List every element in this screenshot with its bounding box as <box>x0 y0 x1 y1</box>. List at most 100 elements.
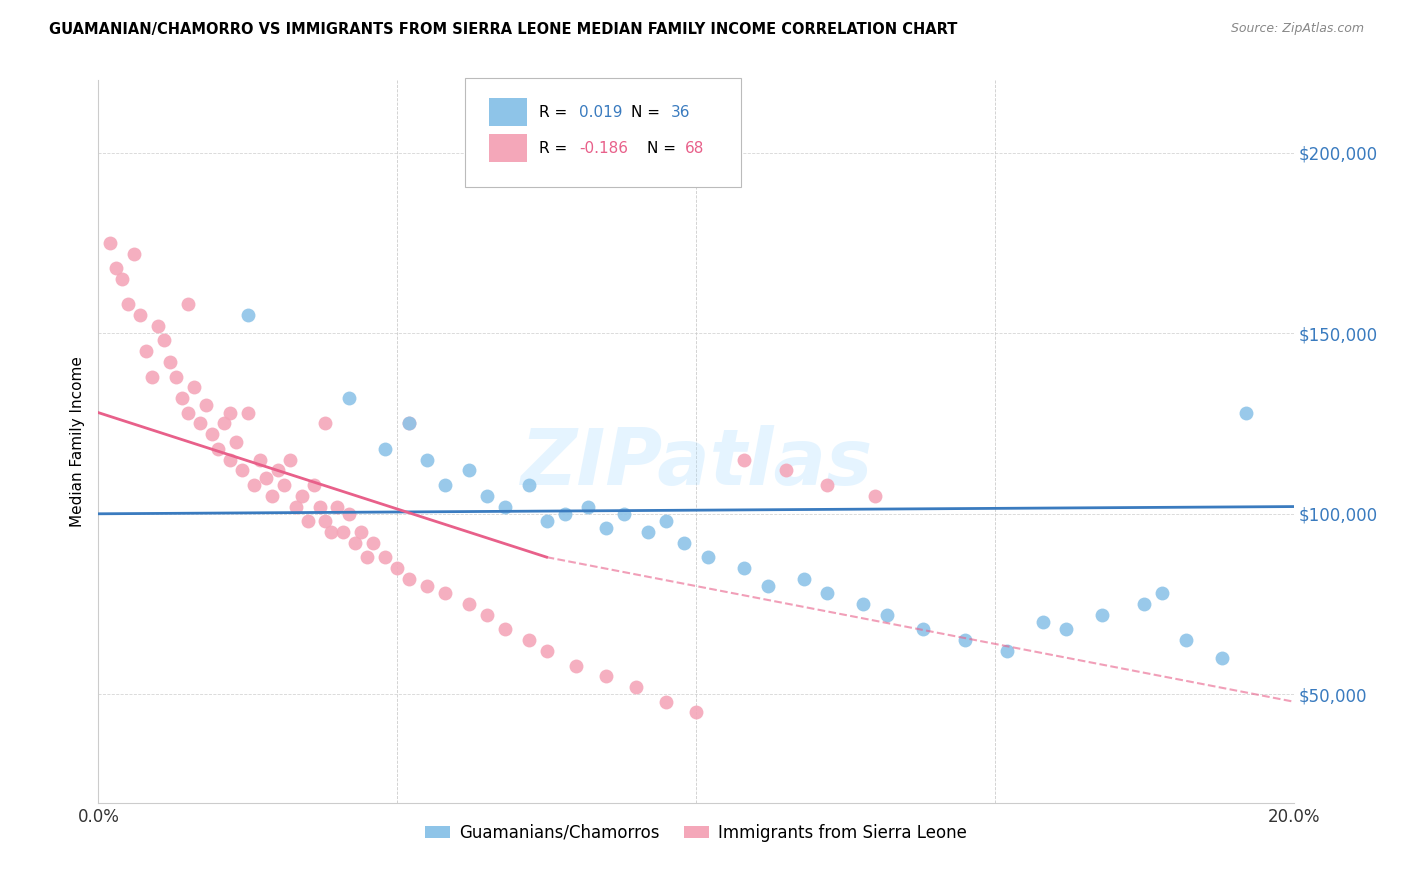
Point <box>153 334 176 348</box>
Point <box>637 524 659 539</box>
Point <box>117 297 139 311</box>
Point <box>1152 586 1174 600</box>
Point <box>494 623 516 637</box>
Point <box>458 597 481 611</box>
FancyBboxPatch shape <box>465 78 741 187</box>
Point <box>297 514 319 528</box>
Point <box>159 355 181 369</box>
Point <box>195 398 218 412</box>
Point <box>350 524 373 539</box>
Point <box>995 644 1018 658</box>
Point <box>912 623 935 637</box>
Text: R =: R = <box>540 104 572 120</box>
Point <box>177 297 200 311</box>
Text: 0.019: 0.019 <box>579 104 623 120</box>
Point <box>339 507 361 521</box>
Point <box>254 470 277 484</box>
Point <box>595 669 617 683</box>
Point <box>733 561 755 575</box>
Point <box>207 442 229 456</box>
Point <box>219 452 242 467</box>
Point <box>1091 607 1114 622</box>
Text: GUAMANIAN/CHAMORRO VS IMMIGRANTS FROM SIERRA LEONE MEDIAN FAMILY INCOME CORRELAT: GUAMANIAN/CHAMORRO VS IMMIGRANTS FROM SI… <box>49 22 957 37</box>
Point <box>129 308 152 322</box>
Point <box>554 507 576 521</box>
Point <box>105 261 128 276</box>
Point <box>260 489 283 503</box>
Point <box>219 406 242 420</box>
Point <box>1056 623 1078 637</box>
Point <box>267 463 290 477</box>
Point <box>398 572 420 586</box>
Point <box>124 246 146 260</box>
Text: R =: R = <box>540 141 572 156</box>
Point <box>793 572 815 586</box>
Point <box>398 417 420 431</box>
Point <box>236 308 259 322</box>
Point <box>852 597 875 611</box>
Point <box>111 272 134 286</box>
Point <box>284 500 307 514</box>
Point <box>655 695 678 709</box>
Point <box>458 463 481 477</box>
Point <box>374 442 396 456</box>
Point <box>655 514 678 528</box>
Text: Source: ZipAtlas.com: Source: ZipAtlas.com <box>1230 22 1364 36</box>
Point <box>673 535 696 549</box>
Point <box>326 500 349 514</box>
Point <box>332 524 354 539</box>
Point <box>775 463 797 477</box>
Point <box>416 579 439 593</box>
Point <box>517 478 540 492</box>
Point <box>201 427 224 442</box>
Bar <box>489 98 527 126</box>
Point <box>183 380 205 394</box>
Point <box>685 706 707 720</box>
Point <box>815 586 838 600</box>
Point <box>876 607 898 622</box>
Point <box>536 644 558 658</box>
Point <box>494 500 516 514</box>
Point <box>141 369 163 384</box>
Point <box>363 535 385 549</box>
Point <box>434 586 457 600</box>
Point <box>212 417 235 431</box>
Point <box>953 633 976 648</box>
Point <box>308 500 330 514</box>
Point <box>475 607 498 622</box>
Point <box>188 417 211 431</box>
Point <box>733 452 755 467</box>
Point <box>1133 597 1156 611</box>
Point <box>273 478 295 492</box>
Point <box>225 434 247 449</box>
Text: N =: N = <box>631 104 665 120</box>
Point <box>243 478 266 492</box>
Point <box>1211 651 1233 665</box>
Point <box>626 680 648 694</box>
Point <box>249 452 271 467</box>
Point <box>236 406 259 420</box>
Point <box>302 478 325 492</box>
Point <box>321 524 343 539</box>
Text: ZIPatlas: ZIPatlas <box>520 425 872 501</box>
Point <box>565 658 588 673</box>
Point <box>385 561 409 575</box>
Point <box>374 550 396 565</box>
Point <box>578 500 600 514</box>
Point <box>356 550 378 565</box>
Text: N =: N = <box>647 141 681 156</box>
Point <box>613 507 636 521</box>
Text: 68: 68 <box>685 141 704 156</box>
Text: 36: 36 <box>671 104 690 120</box>
Point <box>595 521 617 535</box>
Point <box>1234 406 1257 420</box>
Point <box>416 452 439 467</box>
Point <box>278 452 301 467</box>
Text: -0.186: -0.186 <box>579 141 628 156</box>
Point <box>291 489 314 503</box>
Point <box>1032 615 1054 630</box>
Point <box>135 344 157 359</box>
Point <box>398 417 420 431</box>
Point <box>148 318 170 333</box>
Point <box>315 514 337 528</box>
